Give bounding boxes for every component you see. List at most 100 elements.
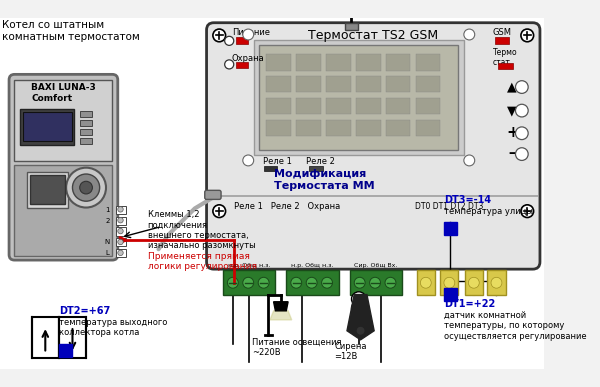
Bar [465,270,483,295]
Text: н.р. Общ н.з.: н.р. Общ н.з. [228,263,271,268]
Text: Питание: Питание [232,28,270,37]
Bar [20,109,74,145]
Bar [266,55,291,71]
Bar [14,165,112,255]
Circle shape [444,277,455,288]
Circle shape [464,155,475,166]
Bar [254,40,464,155]
Bar [14,80,112,161]
Bar [59,344,71,357]
Bar [266,98,291,114]
Circle shape [352,292,366,306]
Circle shape [521,29,533,42]
Text: ▲: ▲ [508,81,517,94]
Text: Сир. Общ Вх.: Сир. Общ Вх. [354,263,398,268]
Bar [356,76,380,92]
Text: температура улицы: температура улицы [444,207,533,216]
Text: N: N [104,239,110,245]
Bar [266,76,291,92]
Bar [356,98,380,114]
Circle shape [118,228,123,234]
Circle shape [243,155,254,166]
Circle shape [224,60,234,69]
Text: 1: 1 [105,207,110,212]
Bar [309,166,323,171]
Bar [386,120,410,136]
Circle shape [118,207,123,212]
Text: датчик комнатной
температуры, по которому
осуществляется регулирование: датчик комнатной температуры, по котором… [444,311,587,341]
Bar [296,120,321,136]
Bar [236,37,248,44]
Text: температура выходного
коллектора котла: температура выходного коллектора котла [59,318,167,337]
Text: BAXI LUNA-3
Comfort: BAXI LUNA-3 Comfort [31,84,96,103]
Text: DT0 DT1 DT2 DT3: DT0 DT1 DT2 DT3 [415,202,484,211]
Circle shape [322,277,332,288]
Text: Термостат TS2 GSM: Термостат TS2 GSM [308,29,439,42]
Bar [386,98,410,114]
Bar [345,23,358,30]
Bar [30,175,65,204]
Circle shape [521,205,533,217]
Bar [494,37,509,44]
Text: Реле 1   Реле 2   Охрана: Реле 1 Реле 2 Охрана [234,202,340,211]
Circle shape [515,81,528,93]
FancyBboxPatch shape [9,74,118,260]
Polygon shape [270,311,292,320]
Bar [286,270,339,295]
Bar [487,270,506,295]
Polygon shape [347,295,374,340]
Text: Охрана: Охрана [232,53,265,63]
Bar [416,98,440,114]
Circle shape [258,277,269,288]
Bar [326,98,350,114]
Text: Модификация
Термостата ММ: Модификация Термостата ММ [274,170,374,191]
Bar [440,270,458,295]
Circle shape [515,127,528,140]
Bar [208,195,538,197]
Bar [416,120,440,136]
Bar [296,98,321,114]
Circle shape [224,36,234,45]
Circle shape [352,310,366,324]
Circle shape [491,277,502,288]
Text: Котел со штатным
комнатным термостатом: Котел со штатным комнатным термостатом [2,20,140,42]
Bar [259,45,458,149]
Bar [80,138,92,144]
Text: +: + [506,125,519,140]
Circle shape [421,277,431,288]
Polygon shape [274,302,288,311]
Bar [416,55,440,71]
Bar [266,120,291,136]
Bar [80,129,92,135]
Bar [356,55,380,71]
Text: DT3=-14: DT3=-14 [444,195,491,205]
Text: Применяется прямая
логики регулирования: Применяется прямая логики регулирования [148,252,257,271]
Text: Термо
стат: Термо стат [493,48,517,67]
Circle shape [118,239,123,245]
Circle shape [370,277,380,288]
Bar [356,120,380,136]
Circle shape [469,277,479,288]
Circle shape [352,301,366,315]
Bar [116,238,126,247]
Circle shape [227,277,238,288]
Circle shape [243,277,254,288]
Text: ▼: ▼ [508,104,517,117]
Bar [350,270,402,295]
Circle shape [306,277,317,288]
Text: Реле 1: Реле 1 [263,157,292,166]
Text: DT1=+22: DT1=+22 [444,299,495,309]
Bar [417,270,435,295]
Circle shape [80,181,92,194]
Bar [59,317,86,358]
Circle shape [464,29,475,40]
Text: 2: 2 [105,217,110,224]
Bar [116,217,126,225]
Bar [416,76,440,92]
Text: L: L [106,250,110,256]
Circle shape [243,29,254,40]
Circle shape [291,277,302,288]
Bar [263,166,277,171]
Circle shape [356,326,365,335]
Circle shape [354,277,365,288]
